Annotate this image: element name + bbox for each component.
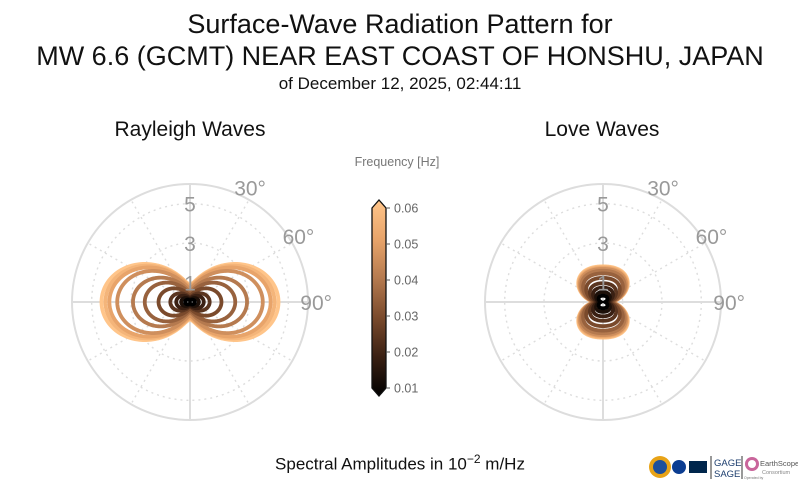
earthscope-logo-icon [745, 457, 759, 471]
colorbar-tick-label: 0.06 [394, 202, 418, 216]
angle-tick-label: 60° [283, 226, 315, 249]
amplitude-units-label: Spectral Amplitudes in 10−2 m/Hz [0, 452, 800, 475]
radial-tick-label: 5 [184, 194, 196, 217]
colorbar-tick-label: 0.02 [394, 346, 418, 360]
angle-tick-label: 90° [713, 292, 745, 315]
sage-logo-text: SAGE [714, 469, 740, 480]
angle-tick-label: 30° [234, 178, 266, 201]
pattern-curve-0.015 [594, 290, 612, 314]
radial-tick-label: 5 [597, 194, 609, 217]
angle-tick-label: 30° [647, 178, 679, 201]
usgs-logo-icon [689, 461, 707, 473]
chart-title: Surface-Wave Radiation Pattern for [187, 9, 613, 39]
pattern-curve-0.035 [581, 271, 625, 333]
love-panel-title: Love Waves [544, 118, 660, 141]
colorbar-tick-label: 0.03 [394, 310, 418, 324]
polar-spoke-300 [87, 242, 191, 303]
frequency-colorbar: Frequency [Hz] 0.06 0.05 0.04 0.03 0.02 0.01 [355, 155, 440, 397]
rayleigh-panel-title: Rayleigh Waves [114, 118, 266, 141]
event-title: MW 6.6 (GCMT) NEAR EAST COAST OF HONSHU,… [36, 41, 764, 71]
pattern-curve-0.02 [591, 285, 615, 319]
footer-prefix: Spectral Amplitudes in 10 [275, 454, 467, 474]
pattern-curve-0.05 [107, 265, 273, 339]
event-date: of December 12, 2025, 02:44:11 [278, 74, 522, 93]
earthscope-logo-text: EarthScope [760, 459, 798, 468]
colorbar-tick-label: 0.05 [394, 238, 418, 252]
polar-spoke-120 [189, 301, 293, 362]
sponsor-logos: GAGE SAGE Operated by EarthScope Consort… [649, 456, 798, 480]
pattern-curve-0.025 [587, 281, 619, 323]
angle-tick-label: 90° [300, 292, 332, 315]
polar-spoke-240 [87, 301, 191, 362]
rayleigh-polar-plot: 1 3 5 30° 60° 90° [71, 178, 332, 421]
nasa-logo-icon [672, 460, 686, 474]
radial-tick-label: 1 [184, 272, 196, 295]
nsf-logo-icon [649, 456, 671, 478]
pattern-curve-0.01 [596, 293, 610, 311]
gage-logo-text: GAGE [714, 458, 741, 469]
earthscope-consortium-text: Consortium [762, 470, 791, 476]
pattern-curve-0.03 [584, 275, 622, 329]
love-polar-plot: 1 3 5 30° 60° 90° [484, 178, 745, 421]
colorbar-tick-label: 0.04 [394, 274, 418, 288]
radial-tick-label: 3 [597, 233, 609, 256]
footer-suffix: m/Hz [480, 454, 525, 474]
polar-spoke-60 [189, 242, 293, 303]
pattern-curve-0.045 [115, 268, 265, 336]
radial-tick-label: 3 [184, 233, 196, 256]
radial-tick-label: 1 [597, 272, 609, 295]
earthscope-sponsored-text: Operated by [744, 476, 764, 480]
colorbar-gradient [371, 199, 387, 397]
colorbar-label: Frequency [Hz] [355, 155, 440, 169]
colorbar-tick-label: 0.01 [394, 382, 418, 396]
footer-exponent: −2 [466, 452, 481, 466]
pattern-curve-0.01 [183, 297, 197, 307]
angle-tick-label: 60° [696, 226, 728, 249]
